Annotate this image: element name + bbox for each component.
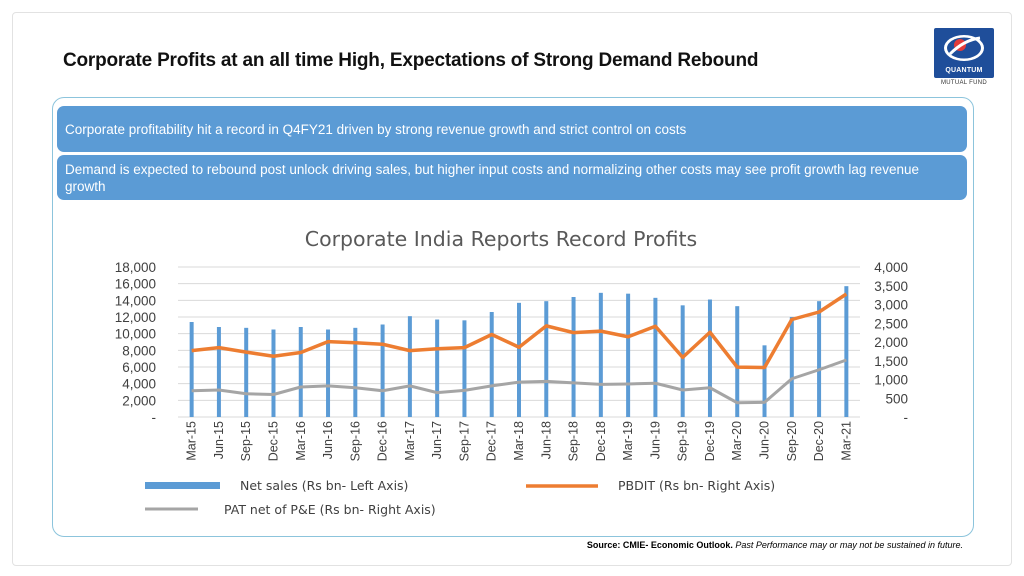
left-axis-tick: 2,000 xyxy=(122,393,156,408)
logo-subtitle: MUTUAL FUND xyxy=(940,80,988,86)
net-sales-bar xyxy=(844,286,849,417)
net-sales-bar xyxy=(571,297,576,417)
x-axis-label: Dec-15 xyxy=(266,421,280,461)
x-axis-label: Jun-16 xyxy=(321,421,335,459)
x-axis-label: Dec-18 xyxy=(594,421,608,461)
left-axis-tick: - xyxy=(152,410,157,425)
bullet-text: Corporate profitability hit a record in … xyxy=(65,121,687,137)
net-sales-bar xyxy=(598,292,603,417)
net-sales-bar xyxy=(544,301,549,417)
net-sales-bar xyxy=(189,322,194,417)
left-axis-tick: 4,000 xyxy=(122,377,156,392)
legend-pat-label: PAT net of P&E (Rs bn- Right Axis) xyxy=(224,502,436,517)
source-disclaimer: Past Performance may or may not be susta… xyxy=(735,540,963,550)
pat-line xyxy=(191,358,847,405)
x-axis-label: Sep-15 xyxy=(239,421,253,461)
legend-pbdit-label: PBDIT (Rs bn- Right Axis) xyxy=(618,478,775,493)
left-axis-tick: 12,000 xyxy=(115,310,156,325)
net-sales-bar xyxy=(817,301,822,417)
right-axis-tick: 1,500 xyxy=(874,354,908,369)
net-sales-bar xyxy=(271,329,276,417)
net-sales-bar xyxy=(244,327,249,417)
x-axis-label: Jun-20 xyxy=(758,421,772,459)
x-axis-label: Dec-20 xyxy=(812,421,826,461)
left-axis-tick: 16,000 xyxy=(115,277,156,292)
left-axis-tick: 14,000 xyxy=(115,293,156,308)
logo-mark: QUANTUM xyxy=(934,28,994,78)
left-axis-tick: 18,000 xyxy=(115,260,156,275)
x-axis-label: Sep-20 xyxy=(785,421,799,461)
x-axis-label: Sep-17 xyxy=(457,421,471,461)
profits-chart: Corporate India Reports Record Profits - 2… xyxy=(115,227,909,517)
x-axis-label: Mar-16 xyxy=(294,421,308,461)
right-axis-tick: 2,500 xyxy=(874,316,908,331)
net-sales-bar xyxy=(517,302,521,417)
net-sales-bar xyxy=(380,324,385,417)
right-axis-tick: 3,000 xyxy=(874,298,908,313)
net-sales-bar xyxy=(216,327,221,417)
net-sales-bar xyxy=(626,293,631,417)
chart-title: Corporate India Reports Record Profits xyxy=(305,227,697,251)
net-sales-bar xyxy=(680,305,685,417)
x-axis-label: Mar-17 xyxy=(403,421,417,461)
x-axis-label: Dec-17 xyxy=(485,421,499,461)
left-axis-tick: 10,000 xyxy=(115,327,156,342)
left-axis-tick: 6,000 xyxy=(122,360,156,375)
bullet-demand-rebound: Demand is expected to rebound post unloc… xyxy=(57,155,967,200)
right-axis-tick: - xyxy=(904,410,909,425)
x-axis-label: Jun-15 xyxy=(212,421,226,459)
net-sales-bar xyxy=(735,306,740,417)
x-axis-label: Jun-19 xyxy=(648,421,662,459)
left-axis-tick: 8,000 xyxy=(122,343,156,358)
source-label: Source: CMIE- Economic Outlook. xyxy=(586,540,733,550)
net-sales-bar xyxy=(707,299,712,417)
net-sales-bar xyxy=(407,316,412,417)
right-axis-tick: 4,000 xyxy=(874,260,908,275)
net-sales-bar xyxy=(435,319,440,417)
net-sales-bar xyxy=(462,320,467,417)
net-sales-bar xyxy=(326,329,331,417)
x-axis-label: Sep-19 xyxy=(676,421,690,461)
right-axis-tick: 2,000 xyxy=(874,335,908,350)
net-sales-bar xyxy=(653,297,658,417)
x-axis-label: Dec-19 xyxy=(703,421,717,461)
x-axis-label: Jun-18 xyxy=(539,421,553,459)
x-axis-label: Dec-16 xyxy=(376,421,390,461)
pbdit-line xyxy=(191,292,848,370)
right-axis-tick: 1,000 xyxy=(874,373,908,388)
page-title: Corporate Profits at an all time High, E… xyxy=(63,50,759,71)
net-sales-bar xyxy=(762,345,767,417)
right-axis-tick: 500 xyxy=(885,391,908,406)
chart-area: Corporate India Reports Record Profits - 2… xyxy=(78,217,966,525)
x-axis-label: Mar-15 xyxy=(185,421,199,461)
legend-net-sales-label: Net sales (Rs bn- Left Axis) xyxy=(240,478,408,493)
net-sales-bar xyxy=(353,327,358,417)
bullet-record-profits: Corporate profitability hit a record in … xyxy=(57,106,967,152)
bullet-text: Demand is expected to rebound post unloc… xyxy=(65,162,919,194)
x-axis-label: Mar-19 xyxy=(621,421,635,461)
x-axis-label: Mar-18 xyxy=(512,421,526,461)
x-axis-label: Sep-18 xyxy=(567,421,581,461)
x-axis-label: Mar-21 xyxy=(839,421,853,461)
net-sales-bar xyxy=(789,317,794,417)
x-axis-label: Sep-16 xyxy=(348,421,362,461)
right-axis-tick: 3,500 xyxy=(874,279,908,294)
x-axis-label: Mar-20 xyxy=(730,421,744,461)
source-note: Source: CMIE- Economic Outlook. Past Per… xyxy=(0,540,963,550)
net-sales-bar xyxy=(489,312,494,417)
quantum-logo: QUANTUM MUTUAL FUND xyxy=(934,28,994,90)
logo-name: QUANTUM xyxy=(945,67,983,74)
legend-net-sales-swatch xyxy=(145,482,220,489)
x-axis-label: Jun-17 xyxy=(430,421,444,459)
net-sales-bar xyxy=(298,327,303,417)
